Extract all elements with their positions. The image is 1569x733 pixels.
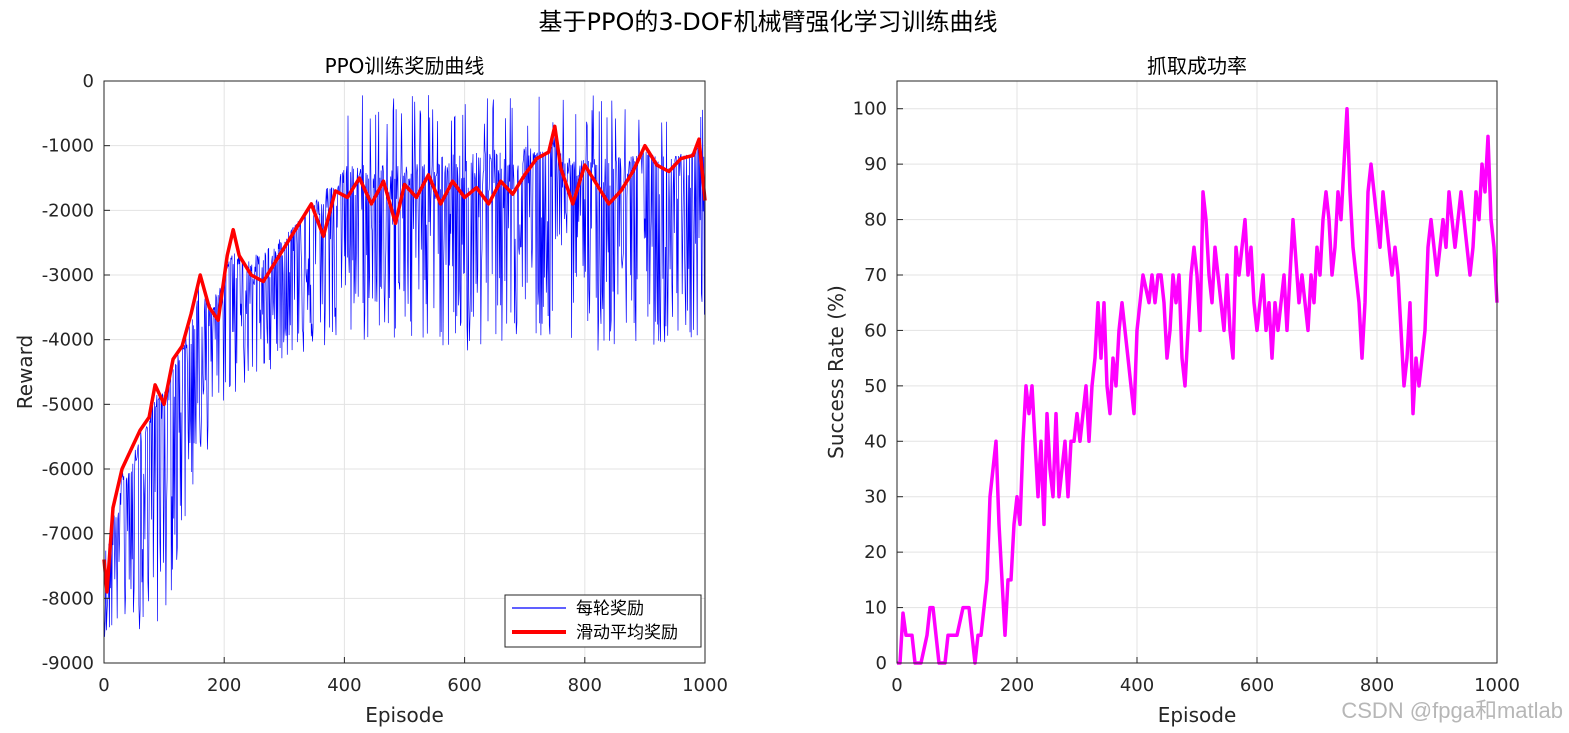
legend-box xyxy=(504,594,702,648)
y-tick-label: -1000 xyxy=(42,136,94,157)
y-tick-label: 70 xyxy=(864,265,887,286)
x-tick-label: 200 xyxy=(1000,675,1034,696)
y-tick-label: 80 xyxy=(864,210,887,231)
x-tick-label: 800 xyxy=(1360,675,1394,696)
success-rate-series xyxy=(897,106,1499,665)
x-tick-label: 0 xyxy=(891,675,902,696)
per-episode-reward-line xyxy=(103,95,706,637)
reward-chart-ticks: 0 200 400 600 800 1000 0 -1000 -2000 -3000 -4000 -5… xyxy=(42,71,728,696)
success-rate-chart: 0 200 400 600 800 10000102030405060708090100 … xyxy=(824,54,1520,727)
y-tick-label: 0 xyxy=(83,71,94,92)
watermark: CSDN @fpga和matlab xyxy=(1341,698,1563,723)
success-x-axis-label: Episode xyxy=(1158,703,1237,727)
y-tick-label: 50 xyxy=(864,376,887,397)
reward-y-axis-label: Reward xyxy=(13,335,37,409)
legend-label-per-episode: 每轮奖励 xyxy=(576,599,644,619)
success-rate-line xyxy=(897,106,1499,665)
y-tick-label: -4000 xyxy=(42,330,94,351)
y-tick-label: -7000 xyxy=(42,524,94,545)
y-tick-label: -5000 xyxy=(42,394,94,415)
y-tick-label: 60 xyxy=(864,320,887,341)
x-tick-label: 1000 xyxy=(682,675,728,696)
per-episode-reward-series xyxy=(103,95,706,637)
x-tick-label: 800 xyxy=(568,675,602,696)
success-plot-frame xyxy=(896,80,1498,664)
y-tick-label: -6000 xyxy=(42,459,94,480)
y-tick-label: -3000 xyxy=(42,265,94,286)
reward-chart-title: PPO训练奖励曲线 xyxy=(325,54,485,78)
y-tick-label: -8000 xyxy=(42,588,94,609)
success-y-axis-label: Success Rate (%) xyxy=(824,285,848,459)
moving-average-reward-line xyxy=(102,124,707,594)
y-tick-label: 30 xyxy=(864,487,887,508)
reward-x-axis-label: Episode xyxy=(365,703,444,727)
reward-chart: 0 200 400 600 800 1000 0 -1000 -2000 -3000 -4000 -5… xyxy=(13,54,728,727)
y-tick-label: 0 xyxy=(876,653,887,674)
y-tick-label: -9000 xyxy=(42,653,94,674)
x-tick-label: 600 xyxy=(447,675,481,696)
reward-plot-frame xyxy=(103,80,706,664)
y-tick-label: 90 xyxy=(864,154,887,175)
x-tick-label: 200 xyxy=(207,675,241,696)
x-tick-label: 0 xyxy=(98,675,109,696)
moving-average-reward-series xyxy=(102,124,707,594)
reward-chart-grid xyxy=(103,80,706,664)
y-tick-label: 40 xyxy=(864,431,887,452)
figure-title: 基于PPO的3-DOF机械臂强化学习训练曲线 xyxy=(539,8,998,36)
legend-label-moving-average: 滑动平均奖励 xyxy=(576,623,678,643)
y-tick-label: 10 xyxy=(864,598,887,619)
y-tick-label: 20 xyxy=(864,542,887,563)
success-chart-title: 抓取成功率 xyxy=(1147,54,1247,78)
y-tick-label: -2000 xyxy=(42,200,94,221)
x-tick-label: 400 xyxy=(1120,675,1154,696)
y-tick-label: 100 xyxy=(853,99,887,120)
success-chart-ticks: 0 200 400 600 800 1000 0 10 20 30 40 50 60 70 80 90 100 xyxy=(853,99,1520,696)
x-tick-label: 400 xyxy=(327,675,361,696)
reward-legend: 每轮奖励 滑动平均奖励 xyxy=(504,594,702,648)
x-tick-label: 600 xyxy=(1240,675,1274,696)
x-tick-label: 1000 xyxy=(1474,675,1520,696)
